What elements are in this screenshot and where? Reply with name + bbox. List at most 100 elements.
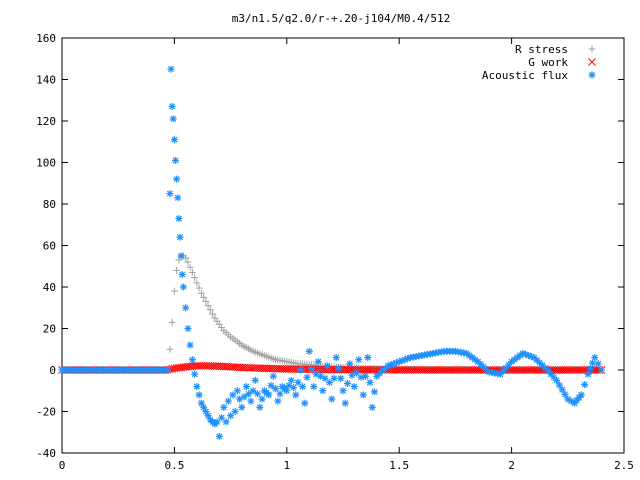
data-point bbox=[251, 376, 259, 384]
y-tick-label: 140 bbox=[36, 74, 56, 87]
data-point bbox=[170, 287, 178, 295]
x-tick-label: 1 bbox=[283, 459, 290, 472]
data-point bbox=[197, 289, 205, 297]
x-tick-label: 1.5 bbox=[389, 459, 409, 472]
data-point bbox=[272, 385, 280, 393]
data-point bbox=[233, 387, 241, 395]
series-layer bbox=[58, 65, 606, 440]
data-point bbox=[191, 370, 199, 378]
data-point bbox=[170, 136, 178, 144]
data-point bbox=[247, 397, 255, 405]
legend-marker bbox=[588, 58, 596, 66]
data-point bbox=[301, 399, 309, 407]
data-point bbox=[164, 366, 172, 374]
y-tick-label: 100 bbox=[36, 157, 56, 170]
data-point bbox=[231, 408, 239, 415]
data-point bbox=[256, 403, 264, 411]
data-point bbox=[191, 274, 199, 282]
y-tick-label: 120 bbox=[36, 115, 56, 128]
chart-title: m3/n1.5/q2.0/r-+.20-j104/M0.4/512 bbox=[232, 12, 451, 25]
y-tick-label: 20 bbox=[43, 323, 56, 336]
data-point bbox=[586, 365, 594, 373]
data-point bbox=[584, 370, 592, 378]
data-point bbox=[184, 258, 192, 266]
legend-marker bbox=[588, 71, 596, 79]
data-point bbox=[254, 390, 262, 398]
data-point bbox=[213, 418, 221, 426]
y-tick-label: -20 bbox=[36, 406, 56, 419]
y-tick-label: 60 bbox=[43, 240, 56, 253]
data-point bbox=[240, 393, 248, 401]
data-point bbox=[339, 387, 347, 395]
data-point bbox=[361, 372, 369, 380]
data-point bbox=[341, 399, 349, 407]
data-point bbox=[166, 345, 174, 353]
data-point bbox=[169, 115, 177, 123]
data-point bbox=[249, 387, 257, 395]
x-axis: 0 0.5 1 1.5 2 2.5 bbox=[59, 38, 634, 472]
data-point bbox=[188, 268, 196, 276]
data-point bbox=[220, 403, 228, 411]
data-point bbox=[173, 266, 181, 274]
data-point bbox=[328, 395, 336, 403]
data-point bbox=[186, 263, 194, 271]
data-point bbox=[168, 102, 176, 110]
data-point bbox=[364, 354, 372, 362]
data-point bbox=[332, 354, 340, 362]
data-point bbox=[245, 390, 253, 398]
data-point bbox=[319, 387, 327, 395]
x-tick-label: 0.5 bbox=[164, 459, 184, 472]
y-tick-label: 160 bbox=[36, 32, 56, 45]
y-tick-label: 40 bbox=[43, 281, 56, 294]
data-point bbox=[188, 356, 196, 364]
data-point bbox=[357, 373, 365, 381]
data-point bbox=[326, 378, 334, 386]
data-point bbox=[168, 318, 176, 326]
data-point bbox=[370, 388, 378, 396]
data-point bbox=[174, 194, 182, 202]
data-point bbox=[287, 376, 295, 384]
data-point bbox=[258, 395, 266, 403]
data-point bbox=[176, 233, 184, 241]
data-point bbox=[366, 378, 374, 386]
data-point bbox=[167, 65, 175, 73]
data-point bbox=[299, 383, 307, 391]
data-point bbox=[561, 390, 569, 398]
y-tick-label: 0 bbox=[49, 364, 56, 377]
data-point bbox=[346, 360, 354, 368]
data-point bbox=[577, 391, 585, 399]
x-tick-label: 2 bbox=[508, 459, 515, 472]
data-point bbox=[581, 381, 589, 389]
data-point bbox=[594, 360, 602, 368]
data-point bbox=[314, 358, 322, 366]
x-tick-label: 0 bbox=[59, 459, 66, 472]
data-point bbox=[294, 378, 302, 386]
data-point bbox=[177, 252, 185, 260]
data-point bbox=[238, 403, 246, 411]
data-point bbox=[330, 374, 338, 382]
data-point bbox=[276, 390, 284, 398]
data-point bbox=[200, 293, 208, 301]
data-point bbox=[355, 356, 363, 364]
data-point bbox=[310, 383, 318, 391]
data-point bbox=[215, 432, 223, 440]
data-point bbox=[178, 271, 186, 279]
data-point bbox=[195, 284, 203, 292]
data-point bbox=[335, 364, 343, 372]
data-point bbox=[173, 175, 181, 183]
data-point bbox=[591, 354, 599, 362]
data-point bbox=[387, 361, 395, 369]
data-point bbox=[202, 298, 210, 306]
legend-label: Acoustic flux bbox=[482, 69, 568, 82]
data-point bbox=[308, 365, 316, 373]
data-point bbox=[172, 156, 180, 164]
data-point bbox=[350, 383, 358, 391]
data-point bbox=[209, 310, 217, 318]
data-point bbox=[182, 304, 190, 312]
data-point bbox=[359, 391, 367, 399]
legend-label: G work bbox=[528, 56, 568, 69]
data-point bbox=[179, 283, 187, 291]
data-point bbox=[343, 379, 351, 387]
